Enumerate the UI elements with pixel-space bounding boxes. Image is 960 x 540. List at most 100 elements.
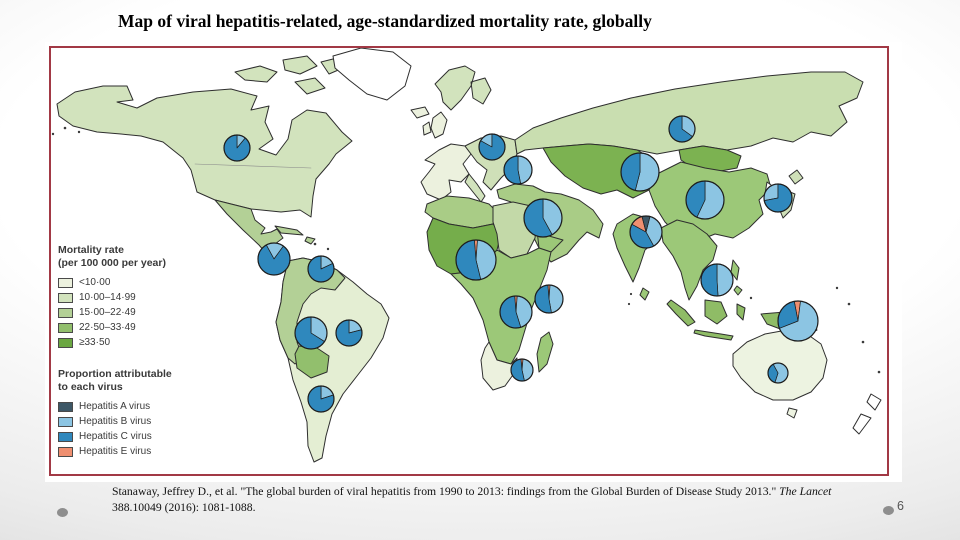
pie-outline xyxy=(510,358,534,382)
mortality-class-row: 10·00–14·99 xyxy=(58,290,166,305)
mortality-class-row: ≥33·50 xyxy=(58,335,166,350)
mortality-class-label: 15·00–22·49 xyxy=(79,307,136,318)
pie-outline xyxy=(620,152,660,192)
virus-label: Hepatitis B virus xyxy=(79,416,152,427)
legend-virus-title-line1: Proportion attributable xyxy=(58,368,172,380)
landmass-russia xyxy=(514,71,864,155)
pie-caribbean xyxy=(307,255,335,283)
landmass-western-europe xyxy=(420,143,472,201)
pie-australasia xyxy=(767,362,789,384)
virus-swatch xyxy=(58,446,73,457)
pie-high-income-asia-pacific xyxy=(763,183,793,213)
mortality-class-swatch xyxy=(58,277,73,288)
pie-outline xyxy=(478,133,506,161)
landmass-iceland xyxy=(410,106,430,119)
mortality-class-label: <10·00 xyxy=(79,277,111,288)
landmass-caribbean xyxy=(274,225,316,245)
mortality-class-label: 22·50–33·49 xyxy=(79,322,136,333)
mortality-class-swatch xyxy=(58,337,73,348)
citation-tail: 388.10049 (2016): 1081-1088. xyxy=(112,500,256,514)
pie-outline xyxy=(499,295,533,329)
virus-label: Hepatitis E virus xyxy=(79,446,152,457)
pie-east-asia xyxy=(685,180,725,220)
pie-outline xyxy=(685,180,725,220)
page-number: 6 xyxy=(897,499,904,513)
citation: Stanaway, Jeffrey D., et al. "The global… xyxy=(112,484,868,516)
landmass-british-isles xyxy=(422,111,448,139)
landmass-scandinavia xyxy=(434,65,492,111)
pie-north-africa-middle-east xyxy=(523,198,563,238)
pie-outline xyxy=(294,316,328,350)
legend-virus-rows: Hepatitis A virus Hepatitis B virus Hepati… xyxy=(58,399,172,459)
landmass-north-america xyxy=(56,85,353,218)
landmass-south-africa xyxy=(480,341,518,391)
virus-label: Hepatitis A virus xyxy=(79,401,151,412)
page-title: Map of viral hepatitis-related, age-stan… xyxy=(118,11,652,31)
pie-outline xyxy=(534,284,564,314)
mortality-class-row: <10·00 xyxy=(58,275,166,290)
legend-virus-title-line2: to each virus xyxy=(58,381,123,393)
mortality-class-label: ≥33·50 xyxy=(79,337,111,348)
landmass-greenland xyxy=(332,47,412,101)
mortality-class-swatch xyxy=(58,307,73,318)
virus-row: Hepatitis C virus xyxy=(58,429,172,444)
virus-row: Hepatitis E virus xyxy=(58,444,172,459)
legend-mortality-rows: <10·00 10·00–14·99 15·00–22·49 22·50–33·49 ≥… xyxy=(58,275,166,350)
landmass-indonesia xyxy=(666,299,746,341)
legend-virus: Proportion attributable to each virus He… xyxy=(58,368,172,459)
landmass-philippines xyxy=(730,259,743,296)
pie-charts-layer xyxy=(223,115,819,413)
pie-canada xyxy=(223,134,251,162)
mortality-class-row: 15·00–22·49 xyxy=(58,305,166,320)
pie-southern-south-america xyxy=(307,385,335,413)
pie-central-america xyxy=(257,242,291,276)
pie-outline xyxy=(777,300,819,342)
pie-outline xyxy=(455,239,497,281)
virus-row: Hepatitis A virus xyxy=(58,399,172,414)
pie-outline xyxy=(307,385,335,413)
pie-slice-hepatitis-B xyxy=(548,284,564,314)
virus-label: Hepatitis C virus xyxy=(79,431,152,442)
slide-bullet-right xyxy=(883,506,894,515)
mortality-class-label: 10·00–14·99 xyxy=(79,292,136,303)
pie-outline xyxy=(629,215,663,249)
landmass-madagascar xyxy=(536,331,554,373)
pie-outline xyxy=(335,319,363,347)
pie-eastern-europe xyxy=(503,155,533,185)
landmass-andean-region xyxy=(275,257,346,365)
slide-bullet-left xyxy=(57,508,68,517)
pie-west-africa xyxy=(455,239,497,281)
legend-mortality-title: Mortality rate xyxy=(58,244,124,256)
legend-mortality: Mortality rate (per 100 000 per year) <1… xyxy=(58,244,166,350)
mortality-class-swatch xyxy=(58,292,73,303)
landmass-arctic-islands xyxy=(234,55,344,95)
pie-outline xyxy=(257,242,291,276)
pie-central-asia xyxy=(620,152,660,192)
pie-outline xyxy=(767,362,789,384)
pie-outline xyxy=(223,134,251,162)
border-us-canada xyxy=(194,163,312,169)
pie-east-africa xyxy=(534,284,564,314)
landmass-southeast-asia xyxy=(660,219,718,301)
virus-swatch xyxy=(58,416,73,427)
pie-outline xyxy=(763,183,793,213)
pie-south-asia xyxy=(629,215,663,249)
pie-outline xyxy=(503,155,533,185)
landmass-new-zealand xyxy=(852,393,882,435)
pie-outline xyxy=(523,198,563,238)
pie-outline xyxy=(700,263,734,297)
pie-brazil xyxy=(335,319,363,347)
pie-outline xyxy=(668,115,696,143)
virus-swatch xyxy=(58,431,73,442)
small-islands xyxy=(51,126,881,374)
map-figure: Mortality rate (per 100 000 per year) <1… xyxy=(45,42,902,482)
virus-row: Hepatitis B virus xyxy=(58,414,172,429)
pie-southeast-asia xyxy=(700,263,734,297)
mortality-class-row: 22·50–33·49 xyxy=(58,320,166,335)
mortality-class-swatch xyxy=(58,322,73,333)
citation-source: The Lancet xyxy=(779,485,832,498)
pie-andean-south-america xyxy=(294,316,328,350)
pie-southern-africa xyxy=(510,358,534,382)
world-map xyxy=(51,47,882,463)
